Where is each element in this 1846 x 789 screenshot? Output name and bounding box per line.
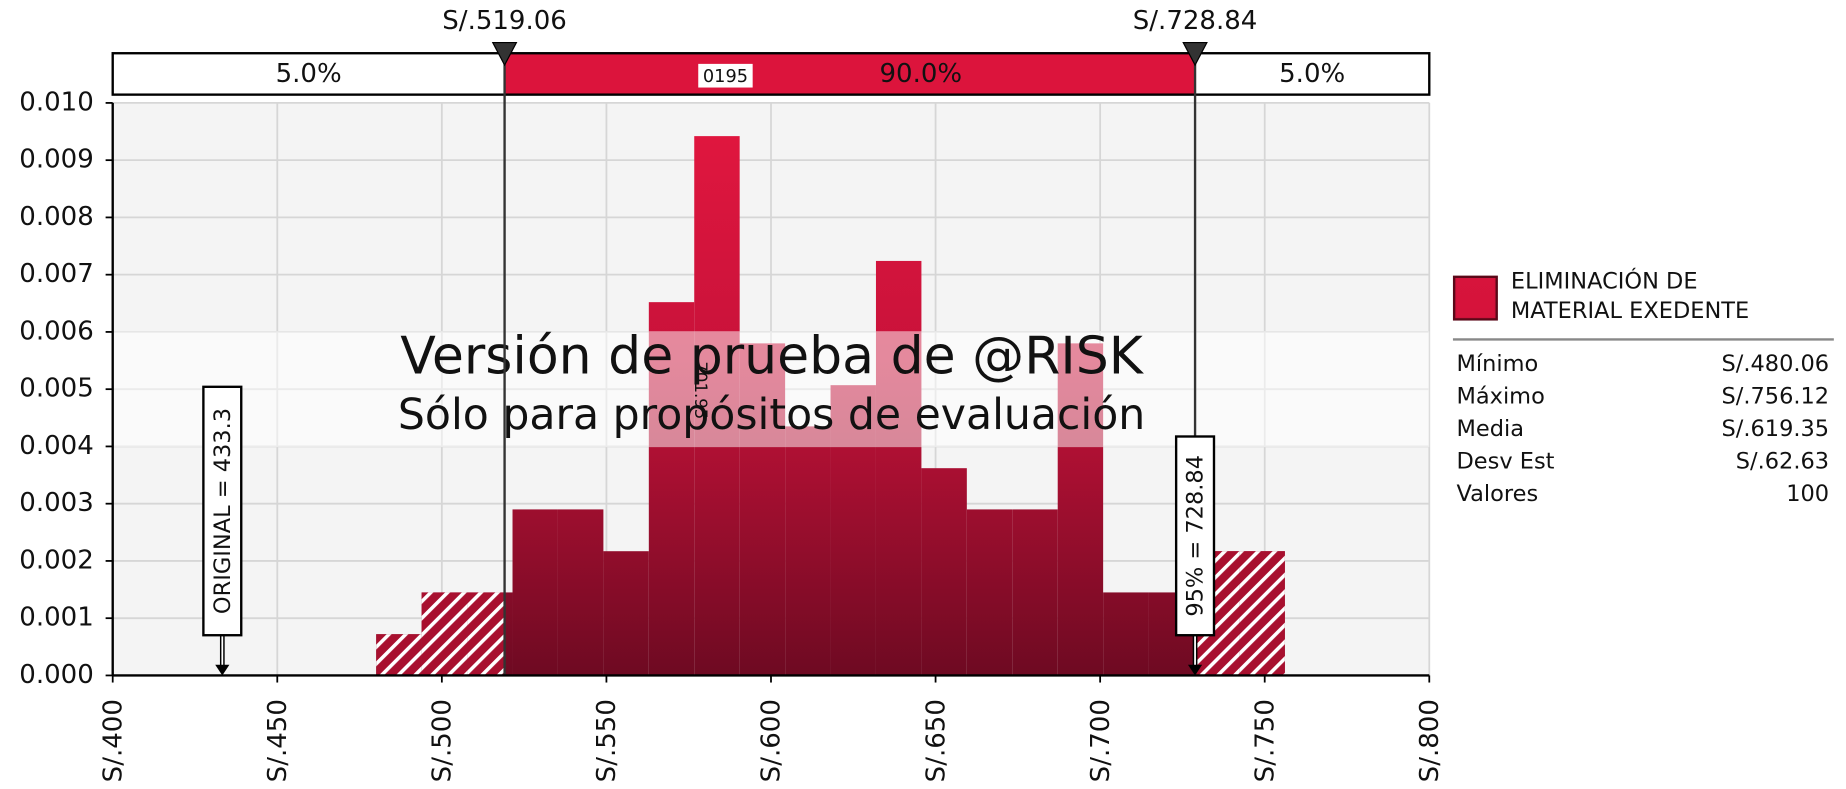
x-tick-label: S/.550 [592,699,622,782]
marker-arrow [1187,664,1203,676]
stat-label: Media [1456,416,1523,442]
x-tick-label: S/.800 [1415,699,1445,782]
x-tick-label: S/.450 [263,699,293,782]
marker-label: ORIGINAL = 433.3 [210,408,236,614]
overlay-label: 0195 [703,67,748,87]
bar [1103,592,1149,676]
bar [921,468,967,676]
stat-label: Mínimo [1456,351,1538,377]
marker-box [1174,435,1216,637]
marker-arrow [215,664,230,676]
y-tick-label: 0.002 [19,545,93,575]
stat-value: 100 [1786,481,1829,507]
watermark: Sólo para propósitos de evaluación [398,390,1145,440]
region-label: 5.0% [1279,59,1345,89]
watermark: Versión de prueba de @RISK [400,327,1144,387]
y-tick-label: 0.004 [19,431,93,461]
bar [603,551,649,676]
delimiter-handle [1182,41,1208,67]
y-tick-label: 0.006 [19,316,93,346]
bar [1012,509,1058,676]
region-frame [111,52,1431,96]
watermark-band [112,331,1430,448]
region-label: 5.0% [276,59,342,89]
y-tick-label: 0.005 [19,374,93,404]
stat-value: S/.619.35 [1722,416,1830,442]
bar [966,509,1013,676]
x-tick-label: S/.500 [428,699,458,782]
legend-label: ELIMINACIÓN DE MATERIAL EXEDENTE [1510,268,1750,325]
y-tick-label: 0.007 [19,259,93,289]
delimiter-label: S/.728.84 [1133,6,1258,36]
stat-label: Máximo [1456,383,1544,409]
marker-box [202,385,243,637]
y-tick-label: 0.000 [19,660,93,690]
y-tick-label: 0.010 [19,87,93,117]
x-tick-label: S/.650 [921,699,951,782]
y-tick-label: 0.009 [19,145,93,175]
stat-label: Desv Est [1456,448,1554,474]
stat-label: Valores [1456,481,1538,507]
x-tick-label: S/.750 [1250,699,1280,782]
bar [785,426,831,676]
overlay-label: 701.95 [691,361,710,419]
overlay-box [698,63,753,88]
x-tick-label: S/.700 [1086,699,1116,782]
stat-value: S/.756.12 [1722,383,1830,409]
bar [512,509,558,676]
marker-label: 95% = 728.84 [1183,455,1209,617]
y-tick-label: 0.008 [19,202,93,232]
legend-swatch-fill [1456,279,1495,318]
region [504,53,1196,95]
tail-hatch [421,592,468,676]
delimiter-label: S/.519.06 [442,6,567,36]
region-label: 90.0% [879,59,962,89]
stat-value: S/.480.06 [1722,351,1830,377]
tail-hatch [376,634,422,676]
stat-value: S/.62.63 [1736,448,1829,474]
bar [557,509,604,676]
delimiter-handle [491,41,518,67]
x-tick-label: S/.400 [98,699,128,782]
tail-hatch [1239,551,1285,676]
x-tick-label: S/.600 [757,699,787,782]
y-tick-label: 0.001 [19,603,93,633]
region [1195,53,1430,95]
y-tick-label: 0.003 [19,488,93,518]
legend-text: ELIMINACIÓN DE MATERIAL EXEDENTE [1510,268,1750,325]
tail-hatch [467,592,505,676]
bar [875,260,922,676]
region [112,53,505,95]
